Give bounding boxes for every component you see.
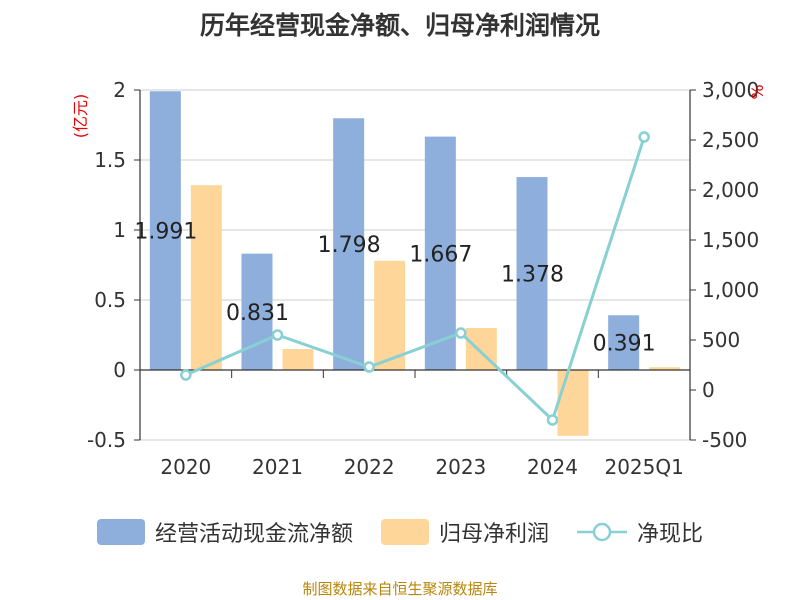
legend-swatch-net-profit	[380, 519, 429, 545]
y-right-tick-label: 2,500	[702, 128, 759, 152]
bar-cashflow	[333, 118, 365, 370]
bar-net-profit	[190, 185, 222, 370]
x-tick-label: 2021	[252, 455, 303, 479]
data-label-cashflow: 1.667	[409, 242, 472, 267]
ratio-line	[185, 136, 646, 423]
ratio-point	[271, 329, 284, 341]
y-left-tick-label: 0	[113, 358, 126, 382]
data-label-cashflow: 1.991	[134, 220, 197, 245]
y-right-tick-label: -500	[702, 428, 747, 452]
data-label-cashflow: 1.798	[318, 233, 381, 258]
bar-net-profit	[649, 367, 681, 370]
x-tick-label: 2022	[344, 455, 395, 479]
legend-item-net-profit[interactable]: 归母净利润	[380, 516, 549, 548]
bar-cashflow	[608, 315, 640, 370]
ratio-point	[363, 361, 375, 373]
ratio-point	[638, 131, 650, 143]
bar-cashflow	[516, 177, 548, 370]
bar-cashflow	[241, 253, 273, 370]
y-left-tick-label: -0.5	[87, 428, 126, 452]
legend-swatch-cashflow	[96, 519, 145, 545]
y-left-unit-label: (亿元)	[71, 94, 90, 139]
bar-net-profit	[557, 370, 589, 436]
x-tick-label: 2025Q1	[604, 455, 683, 479]
bar-cashflow	[424, 136, 456, 370]
legend-label-cashflow: 经营活动现金流净额	[154, 522, 353, 547]
y-left-tick-label: 1.5	[94, 148, 126, 172]
x-tick-label: 2024	[527, 455, 578, 479]
legend-label-net-profit: 归母净利润	[438, 522, 549, 547]
chart-title: 历年经营现金净额、归母净利润情况	[199, 11, 600, 40]
legend-swatch-ratio	[577, 522, 627, 542]
ratio-point	[180, 369, 192, 381]
legend: 经营活动现金流净额 归母净利润 净现比	[0, 516, 800, 548]
y-left-tick-label: 2	[113, 78, 126, 102]
y-right-tick-label: 1,500	[702, 228, 759, 252]
legend-item-cashflow[interactable]: 经营活动现金流净额	[96, 516, 353, 548]
y-left-tick-label: 0.5	[94, 288, 126, 312]
data-label-cashflow: 0.831	[226, 301, 289, 326]
x-tick-label: 2020	[160, 455, 211, 479]
data-label-cashflow: 0.391	[593, 332, 656, 357]
y-right-unit-label: %	[748, 84, 767, 99]
legend-label-ratio: 净现比	[637, 522, 704, 547]
y-right-tick-label: 2,000	[702, 178, 759, 202]
ratio-point	[455, 327, 467, 339]
bar-cashflow	[149, 91, 181, 370]
y-left-tick-label: 1	[113, 218, 126, 242]
x-tick-label: 2023	[435, 455, 486, 479]
y-right-tick-label: 0	[702, 378, 715, 402]
bar-net-profit	[374, 260, 406, 370]
y-right-tick-label: 1,000	[702, 278, 759, 302]
y-right-tick-label: 3,000	[702, 78, 759, 102]
legend-item-ratio[interactable]: 净现比	[577, 516, 703, 548]
y-right-tick-label: 500	[702, 328, 740, 352]
data-label-cashflow: 1.378	[501, 263, 564, 288]
bar-net-profit	[282, 349, 314, 370]
ratio-point	[546, 414, 559, 426]
source-note: 制图数据来自恒生聚源数据库	[302, 580, 498, 598]
